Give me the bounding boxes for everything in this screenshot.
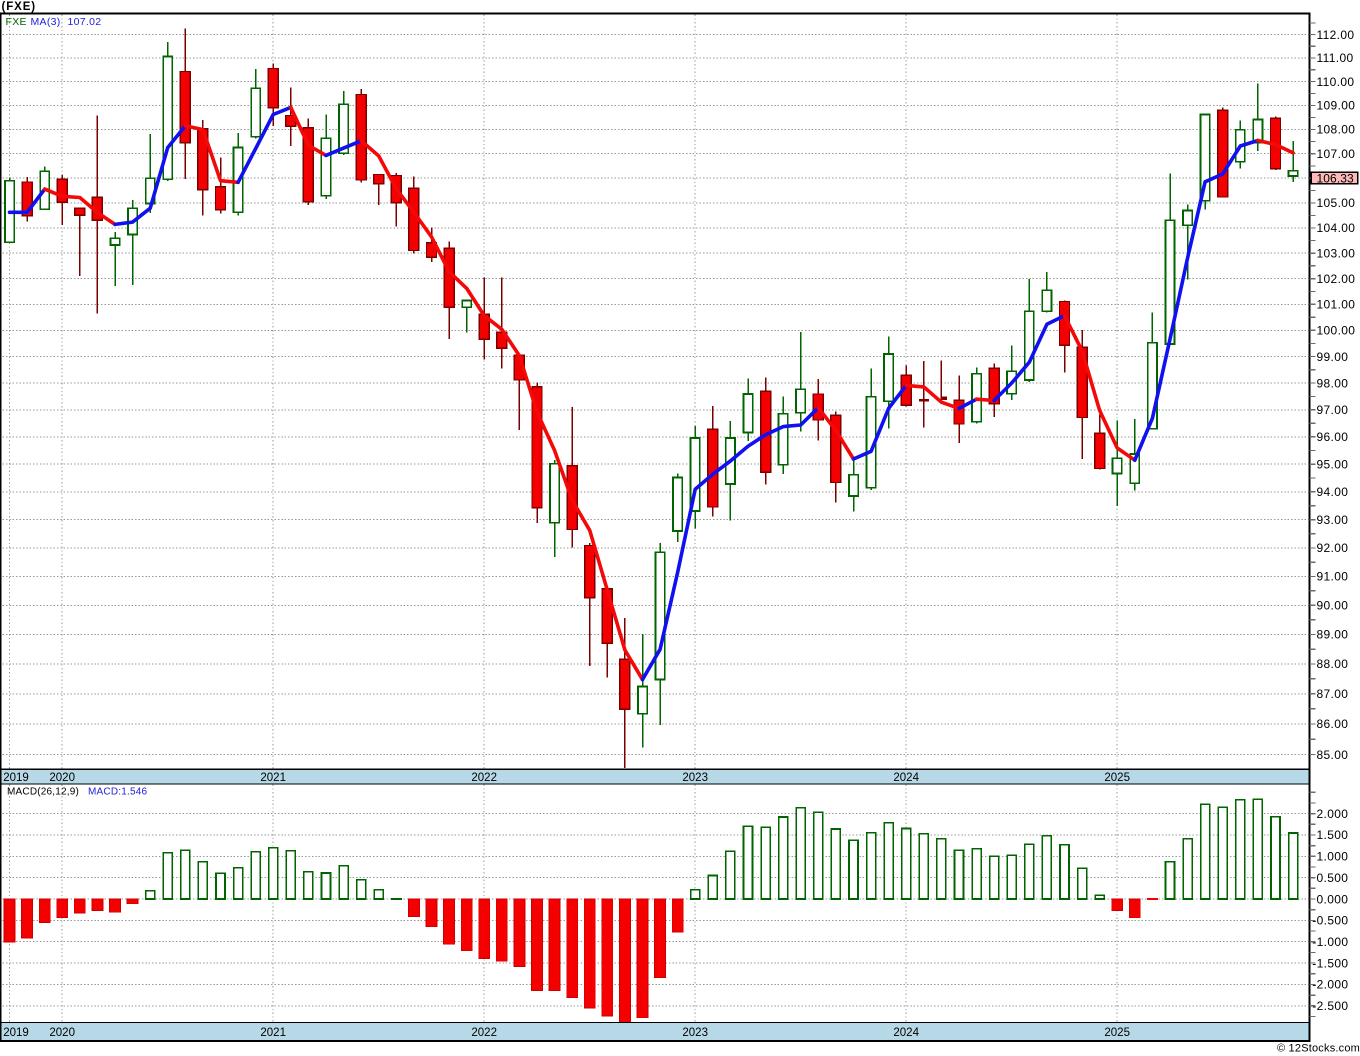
svg-text:105.00: 105.00 — [1317, 196, 1356, 210]
svg-text:1.500: 1.500 — [1317, 828, 1349, 842]
svg-text:2023: 2023 — [682, 1027, 708, 1039]
svg-text:2.000: 2.000 — [1317, 807, 1349, 821]
svg-text:2020: 2020 — [49, 1027, 75, 1039]
svg-text:-2.500: -2.500 — [1312, 999, 1348, 1013]
svg-text:-2.000: -2.000 — [1312, 978, 1348, 992]
svg-text:(FXE): (FXE) — [2, 1, 37, 13]
svg-text:2022: 2022 — [471, 1027, 497, 1039]
svg-text:104.00: 104.00 — [1317, 221, 1356, 235]
svg-text:2025: 2025 — [1104, 772, 1130, 784]
svg-text:2023: 2023 — [682, 772, 708, 784]
svg-text:89.00: 89.00 — [1317, 628, 1349, 642]
svg-text:-1.500: -1.500 — [1312, 956, 1348, 970]
svg-text:90.00: 90.00 — [1317, 599, 1349, 613]
svg-text:2025: 2025 — [1104, 1027, 1130, 1039]
svg-text:109.00: 109.00 — [1317, 99, 1356, 113]
svg-text:2024: 2024 — [893, 772, 919, 784]
svg-text:95.00: 95.00 — [1317, 458, 1349, 472]
svg-text:2019: 2019 — [3, 772, 29, 784]
svg-text:© 12Stocks.com: © 12Stocks.com — [1277, 1043, 1360, 1055]
svg-text:86.00: 86.00 — [1317, 717, 1349, 731]
svg-text:100.00: 100.00 — [1317, 324, 1356, 338]
svg-text:2021: 2021 — [260, 1027, 286, 1039]
svg-text:97.00: 97.00 — [1317, 403, 1349, 417]
svg-text:92.00: 92.00 — [1317, 541, 1349, 555]
svg-text:101.00: 101.00 — [1317, 298, 1356, 312]
svg-text:85.00: 85.00 — [1317, 748, 1349, 762]
svg-text:-0.500: -0.500 — [1312, 914, 1348, 928]
svg-text:1.000: 1.000 — [1317, 850, 1349, 864]
svg-text:2020: 2020 — [49, 772, 75, 784]
svg-text:0.000: 0.000 — [1317, 892, 1349, 906]
svg-text:2024: 2024 — [893, 1027, 919, 1039]
svg-text:91.00: 91.00 — [1317, 570, 1349, 584]
svg-text:103.00: 103.00 — [1317, 246, 1356, 260]
svg-text:MACD(26,12,9): MACD(26,12,9) — [7, 787, 79, 798]
svg-text:112.00: 112.00 — [1317, 28, 1355, 42]
svg-text:96.00: 96.00 — [1317, 430, 1349, 444]
svg-text:2019: 2019 — [3, 1027, 29, 1039]
svg-text:94.00: 94.00 — [1317, 485, 1349, 499]
svg-text:MA(3): MA(3) — [31, 16, 61, 28]
svg-text:FXE: FXE — [6, 16, 27, 28]
svg-text:2021: 2021 — [260, 772, 286, 784]
svg-text:-1.000: -1.000 — [1312, 935, 1348, 949]
svg-text:87.00: 87.00 — [1317, 687, 1349, 701]
svg-text:MACD:1.546: MACD:1.546 — [88, 787, 147, 798]
svg-text:111.00: 111.00 — [1317, 51, 1354, 65]
svg-text:93.00: 93.00 — [1317, 513, 1349, 527]
svg-text:110.00: 110.00 — [1317, 75, 1355, 89]
svg-text:98.00: 98.00 — [1317, 376, 1349, 390]
svg-text:107.00: 107.00 — [1317, 147, 1356, 161]
svg-text:88.00: 88.00 — [1317, 657, 1349, 671]
svg-text:2022: 2022 — [471, 772, 497, 784]
svg-text:99.00: 99.00 — [1317, 350, 1349, 364]
svg-text:108.00: 108.00 — [1317, 123, 1356, 137]
svg-text:107.02: 107.02 — [68, 16, 102, 28]
svg-text:0.500: 0.500 — [1317, 871, 1349, 885]
svg-text:102.00: 102.00 — [1317, 272, 1356, 286]
svg-text:106.33: 106.33 — [1317, 171, 1355, 185]
